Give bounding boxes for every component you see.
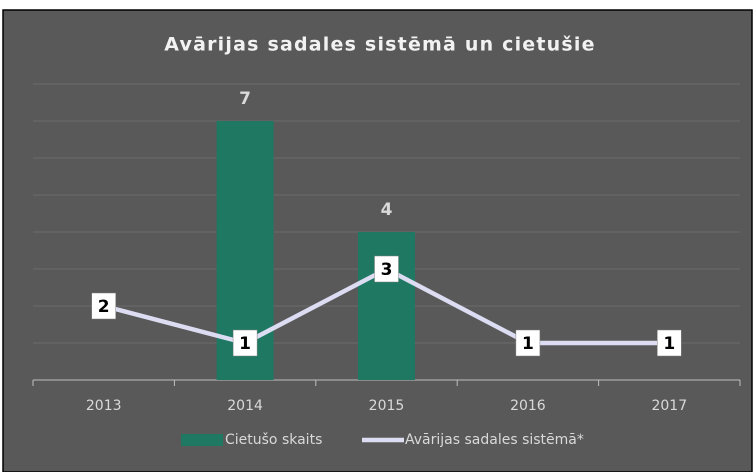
x-tick-label: 2014: [227, 398, 263, 414]
point-value-label: 1: [239, 334, 251, 354]
bar-value-label: 7: [239, 89, 251, 109]
point-value-label: 2: [98, 297, 110, 317]
chart-title: Avārijas sadales sistēmā un cietušie: [164, 34, 595, 56]
x-tick-label: 2015: [369, 398, 405, 414]
legend-swatch: [181, 434, 223, 446]
bar: [358, 232, 415, 380]
legend-label: Avārijas sadales sistēmā*: [405, 432, 584, 448]
point-value-label: 1: [522, 334, 534, 354]
point-value-label: 1: [663, 334, 675, 354]
point-label-box: [232, 329, 258, 357]
x-tick-label: 2017: [651, 398, 687, 414]
point-label-box: [91, 292, 116, 320]
x-tick-label: 2016: [510, 398, 546, 414]
legend-label: Cietušo skaits: [225, 432, 322, 448]
bar-value-label: 4: [381, 200, 393, 220]
point-label-box: [515, 329, 541, 357]
point-label-box: [374, 255, 399, 283]
x-tick-label: 2013: [86, 398, 122, 414]
point-label-box: [657, 329, 682, 357]
point-value-label: 3: [381, 260, 393, 280]
